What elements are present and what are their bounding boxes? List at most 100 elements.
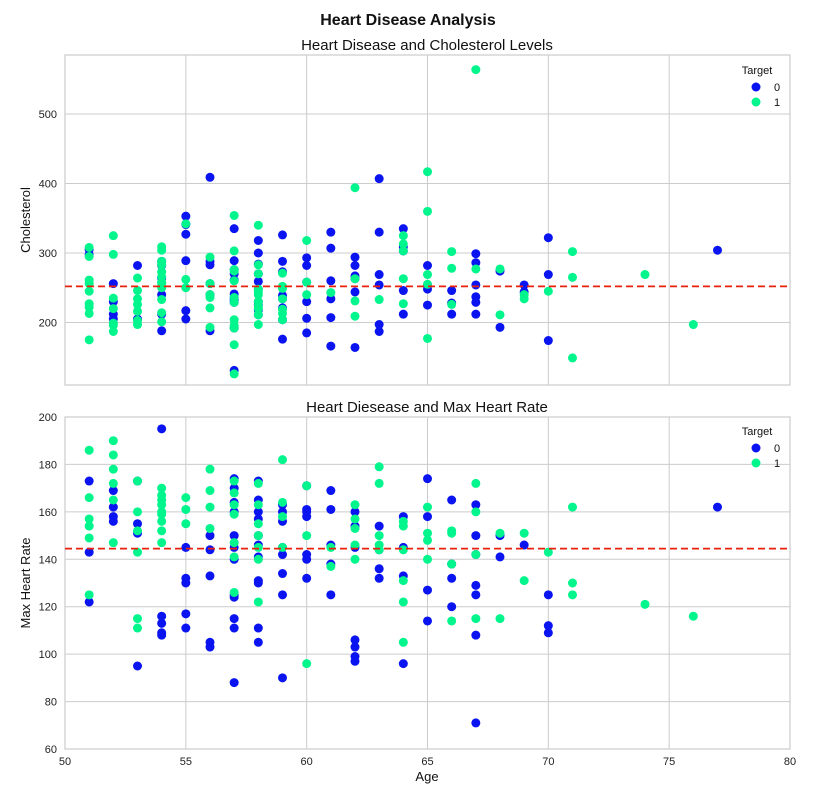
heart-rate-point-target-1 — [568, 578, 577, 588]
heart-rate-point-target-1 — [108, 495, 118, 505]
heart-rate-point-target-0 — [423, 585, 432, 595]
cholesterol-point-target-0 — [543, 336, 553, 346]
heart-rate-point-target-1 — [302, 659, 312, 669]
cholesterol-point-target-1 — [278, 283, 287, 293]
cholesterol-point-target-0 — [302, 297, 312, 307]
heart-rate-point-target-0 — [253, 507, 263, 517]
cholesterol-point-target-0 — [302, 328, 312, 338]
cholesterol-point-target-1 — [84, 286, 94, 296]
heart-rate-point-target-0 — [495, 552, 505, 562]
cholesterol-point-target-1 — [108, 293, 118, 303]
heart-rate-point-target-1 — [688, 611, 698, 621]
heart-rate-point-target-0 — [326, 504, 336, 514]
cholesterol-point-target-1 — [350, 183, 360, 193]
heart-rate-point-target-0 — [229, 531, 239, 541]
cholesterol-point-target-0 — [253, 235, 263, 245]
heart-rate-point-target-0 — [447, 495, 457, 505]
heart-rate-legend-title: Target — [742, 426, 773, 438]
heart-rate-point-target-0 — [253, 637, 263, 647]
heart-rate-point-target-0 — [205, 571, 215, 581]
cholesterol-point-target-0 — [423, 300, 432, 310]
heart-rate-point-target-0 — [350, 507, 360, 517]
cholesterol-point-target-1 — [640, 270, 650, 280]
heart-rate-point-target-0 — [713, 502, 722, 512]
cholesterol-point-target-0 — [374, 174, 384, 184]
cholesterol-point-target-1 — [495, 264, 505, 274]
heart-rate-point-target-1 — [471, 550, 481, 560]
heart-rate-point-target-1 — [640, 599, 650, 609]
heart-rate-point-target-1 — [253, 597, 263, 607]
heart-rate-points — [84, 424, 722, 728]
cholesterol-grid — [64, 55, 791, 385]
cholesterol-point-target-1 — [302, 235, 312, 245]
cholesterol-point-target-1 — [229, 266, 239, 276]
heart-rate-point-target-1 — [84, 445, 94, 455]
cholesterol-axes-frame — [64, 54, 791, 386]
cholesterol-point-target-1 — [326, 288, 336, 298]
heart-rate-legend: Target 0 1 — [742, 426, 780, 470]
heart-rate-point-target-1 — [495, 614, 505, 624]
heart-rate-y-tick-label: 80 — [45, 697, 57, 709]
heart-rate-y-tick-label: 140 — [39, 554, 57, 566]
cholesterol-point-target-0 — [302, 253, 312, 263]
heart-rate-point-target-1 — [253, 554, 263, 564]
heart-rate-point-target-1 — [84, 590, 94, 600]
heart-rate-point-target-0 — [350, 642, 360, 652]
cholesterol-point-target-0 — [374, 270, 384, 280]
heart-rate-point-target-0 — [205, 545, 215, 555]
cholesterol-point-target-0 — [447, 286, 457, 296]
cholesterol-point-target-0 — [423, 261, 432, 271]
cholesterol-point-target-1 — [108, 231, 118, 241]
heart-rate-point-target-1 — [108, 436, 118, 446]
cholesterol-point-target-0 — [253, 276, 263, 286]
heart-rate-point-target-1 — [398, 576, 408, 586]
cholesterol-point-target-1 — [688, 320, 698, 330]
heart-rate-point-target-0 — [543, 628, 553, 638]
heart-rate-point-target-1 — [278, 542, 287, 552]
cholesterol-point-target-1 — [253, 290, 263, 300]
cholesterol-legend-title: Target — [742, 65, 773, 77]
cholesterol-point-target-1 — [350, 296, 360, 306]
cholesterol-point-target-1 — [157, 295, 167, 305]
cholesterol-point-target-1 — [543, 286, 553, 296]
heart-rate-point-target-0 — [471, 590, 481, 600]
x-tick-label: 60 — [301, 756, 313, 768]
cholesterol-point-target-1 — [423, 167, 432, 177]
cholesterol-point-target-0 — [326, 341, 336, 351]
cholesterol-point-target-1 — [253, 269, 263, 279]
heart-rate-point-target-1 — [326, 561, 336, 571]
cholesterol-point-target-1 — [229, 369, 239, 379]
heart-rate-point-target-1 — [350, 540, 360, 550]
cholesterol-point-target-0 — [157, 326, 167, 336]
cholesterol-point-target-1 — [181, 219, 191, 229]
heart-rate-point-target-1 — [302, 531, 312, 541]
heart-rate-point-target-1 — [374, 531, 384, 541]
cholesterol-point-target-1 — [133, 299, 142, 309]
heart-rate-point-target-1 — [133, 623, 142, 633]
heart-rate-point-target-1 — [519, 576, 529, 586]
heart-rate-point-target-1 — [374, 545, 384, 555]
cholesterol-point-target-1 — [278, 315, 287, 325]
cholesterol-point-target-1 — [374, 295, 384, 305]
heart-rate-point-target-0 — [423, 512, 432, 522]
heart-rate-point-target-1 — [205, 523, 215, 533]
heart-rate-point-target-0 — [108, 516, 118, 526]
heart-rate-point-target-0 — [108, 502, 118, 512]
cholesterol-point-target-1 — [133, 286, 142, 296]
cholesterol-point-target-0 — [471, 258, 481, 268]
cholesterol-point-target-1 — [302, 277, 312, 287]
heart-rate-point-target-1 — [568, 590, 577, 600]
cholesterol-point-target-0 — [398, 286, 408, 296]
cholesterol-point-target-1 — [157, 283, 167, 293]
heart-rate-y-tick-label: 100 — [39, 649, 57, 661]
cholesterol-point-target-1 — [133, 320, 142, 330]
cholesterol-point-target-1 — [302, 290, 312, 300]
cholesterol-point-target-0 — [278, 256, 287, 266]
cholesterol-point-target-1 — [108, 304, 118, 314]
heart-rate-point-target-1 — [253, 500, 263, 510]
heart-rate-point-target-1 — [278, 512, 287, 522]
heart-rate-point-target-1 — [374, 478, 384, 488]
cholesterol-y-tick-label: 300 — [39, 248, 57, 260]
